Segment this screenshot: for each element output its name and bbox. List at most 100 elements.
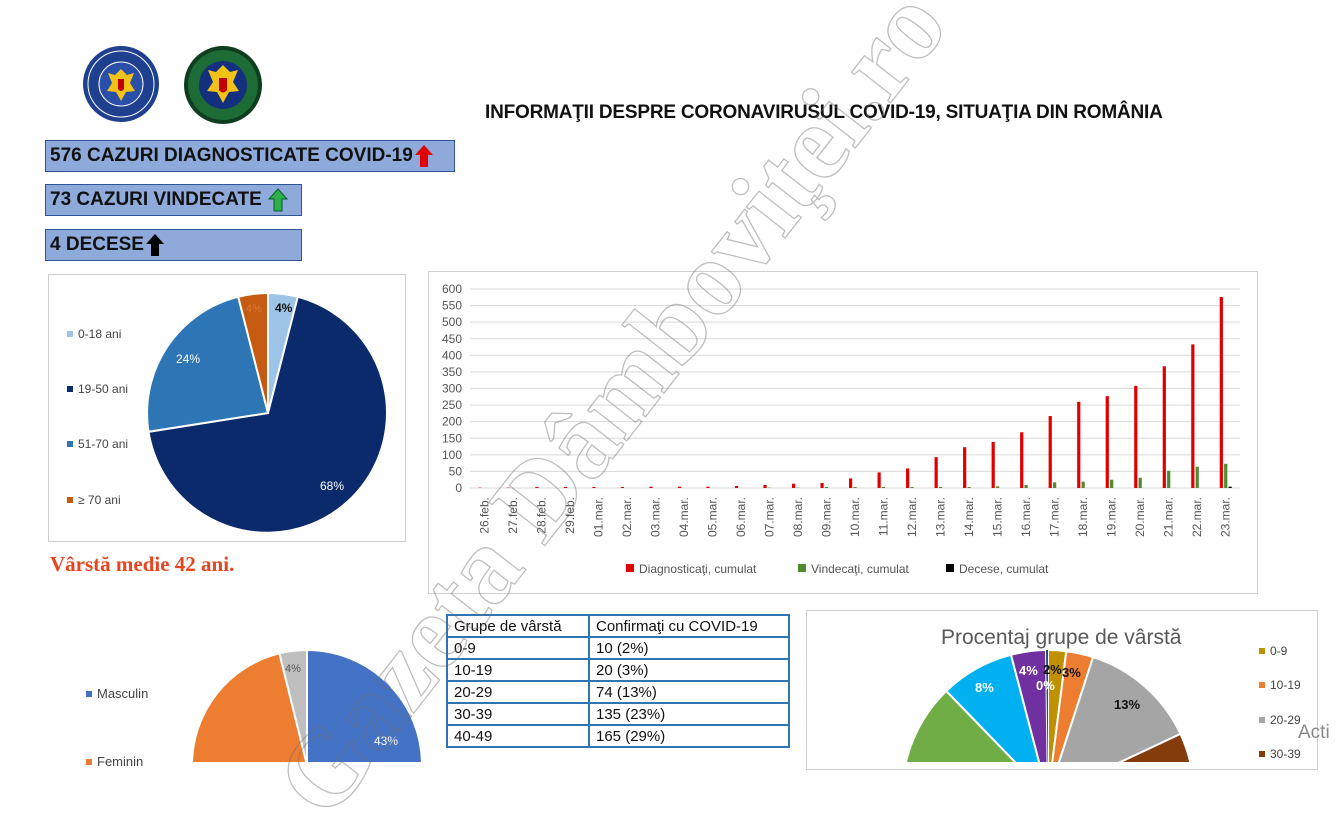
legend-swatch	[86, 691, 92, 697]
y-tick-label: 50	[449, 464, 463, 478]
bar-recovered	[825, 487, 828, 488]
y-tick-label: 300	[442, 382, 462, 396]
x-tick-label: 05.mar.	[705, 497, 719, 537]
legend-item-51-70: 51-70 ani	[67, 437, 128, 451]
x-tick-label: 13.mar.	[934, 497, 948, 537]
legend-item-0-9: 0-9	[1259, 644, 1287, 658]
y-tick-label: 250	[442, 398, 462, 412]
bar-diagnosed	[1077, 402, 1080, 488]
pie-label-19-50: 68%	[320, 479, 344, 493]
legend-swatch	[67, 497, 73, 503]
pie-label-purple: 4%	[1019, 663, 1038, 678]
government-seal-logo	[82, 45, 160, 123]
bar-recovered	[1082, 482, 1085, 488]
bar-recovered	[1167, 471, 1170, 488]
legend-swatch	[1259, 648, 1265, 654]
legend-label: ≥ 70 ani	[78, 493, 121, 507]
bar-recovered	[1053, 482, 1056, 488]
pie-label-other: 4%	[285, 663, 301, 675]
legend-item-10-19: 10-19	[1259, 678, 1301, 692]
x-tick-label: 15.mar.	[991, 497, 1005, 537]
x-tick-label: 06.mar.	[734, 497, 748, 537]
legend-swatch	[1259, 682, 1265, 688]
y-tick-label: 100	[442, 448, 462, 462]
y-tick-label: 550	[442, 299, 462, 313]
pie-label-20-29: 13%	[1114, 697, 1140, 712]
x-tick-label: 23.mar.	[1219, 497, 1233, 537]
legend-swatch	[1259, 751, 1265, 757]
y-tick-label: 200	[442, 415, 462, 429]
x-tick-label: 21.mar.	[1162, 497, 1176, 537]
legend-swatch	[67, 386, 73, 392]
legend-item-masculin: Masculin	[86, 686, 148, 701]
bar-diagnosed	[992, 442, 995, 488]
x-tick-label: 04.mar.	[677, 497, 691, 537]
table-cell: 135 (23%)	[589, 703, 789, 725]
legend-item-0-18: 0-18 ani	[67, 327, 121, 341]
bar-diagnosed	[1163, 366, 1166, 488]
bar-diagnosed	[792, 484, 795, 488]
y-tick-label: 600	[442, 282, 462, 296]
legend-item-over-70: ≥ 70 ani	[67, 493, 121, 507]
legend-swatch	[798, 564, 806, 572]
bar-diagnosed	[1134, 386, 1137, 488]
x-tick-label: 02.mar.	[620, 497, 634, 537]
bar-diagnosed	[1106, 396, 1109, 488]
table-header-cell: Confirmaţi cu COVID-19	[589, 615, 789, 637]
x-tick-label: 12.mar.	[905, 497, 919, 537]
recovered-cases-text: 73 CAZURI VINDECATE	[50, 189, 262, 211]
table-cell: 40-49	[447, 725, 589, 747]
legend-item-20-29: 20-29	[1259, 713, 1301, 727]
bar-diagnosed	[763, 485, 766, 488]
table-cell: 74 (13%)	[589, 681, 789, 703]
bar-recovered	[882, 487, 885, 488]
x-tick-label: 14.mar.	[962, 497, 976, 537]
legend-item-19-50: 19-50 ani	[67, 382, 128, 396]
arrow-up-black-icon	[145, 233, 165, 257]
legend-swatch	[946, 564, 954, 572]
bar-recovered	[967, 487, 970, 488]
x-tick-label: 19.mar.	[1105, 497, 1119, 537]
bar-diagnosed	[935, 457, 938, 488]
legend-label: 30-39	[1270, 747, 1301, 761]
bar-recovered	[939, 487, 942, 488]
deaths-text: 4 DECESE	[50, 234, 144, 256]
x-tick-label: 18.mar.	[1076, 497, 1090, 537]
bar-diagnosed	[906, 468, 909, 488]
bar-diagnosed	[849, 478, 852, 488]
bar-diagnosed	[1220, 297, 1223, 488]
legend-item-30-39: 30-39	[1259, 747, 1301, 761]
legend-label: 51-70 ani	[78, 437, 128, 451]
bar-diagnosed	[820, 483, 823, 488]
x-tick-label: 09.mar.	[819, 497, 833, 537]
bar-diagnosed	[735, 486, 738, 488]
pie-label-0-9: 2%	[1043, 662, 1062, 677]
y-tick-label: 400	[442, 348, 462, 362]
pie-label-10-19: 3%	[1062, 665, 1081, 680]
x-tick-label: 08.mar.	[791, 497, 805, 537]
y-tick-label: 350	[442, 365, 462, 379]
bar-recovered	[910, 487, 913, 488]
legend-label: Masculin	[97, 686, 148, 701]
bar-recovered	[1196, 467, 1199, 488]
legend-swatch	[626, 564, 634, 572]
activate-windows-overlay: Acti	[1298, 722, 1330, 744]
table-cell: 165 (29%)	[589, 725, 789, 747]
emergency-department-seal-logo	[183, 45, 263, 125]
diagnosed-cases-text: 576 CAZURI DIAGNOSTICATE COVID-19	[50, 145, 413, 167]
legend-label: 19-50 ani	[78, 382, 128, 396]
legend-swatch	[1259, 717, 1265, 723]
legend-label: 20-29	[1270, 713, 1301, 727]
legend-label: 0-18 ani	[78, 327, 121, 341]
x-tick-label: 07.mar.	[762, 497, 776, 537]
y-tick-label: 500	[442, 315, 462, 329]
legend-label: Decese, cumulat	[959, 562, 1049, 576]
recovered-cases-box: 73 CAZURI VINDECATE	[45, 184, 302, 216]
legend-label: Diagnosticaţi, cumulat	[639, 562, 757, 576]
average-age-text: Vârstă medie 42 ani.	[50, 552, 234, 577]
arrow-up-green-icon	[267, 188, 289, 212]
x-tick-label: 17.mar.	[1048, 497, 1062, 537]
